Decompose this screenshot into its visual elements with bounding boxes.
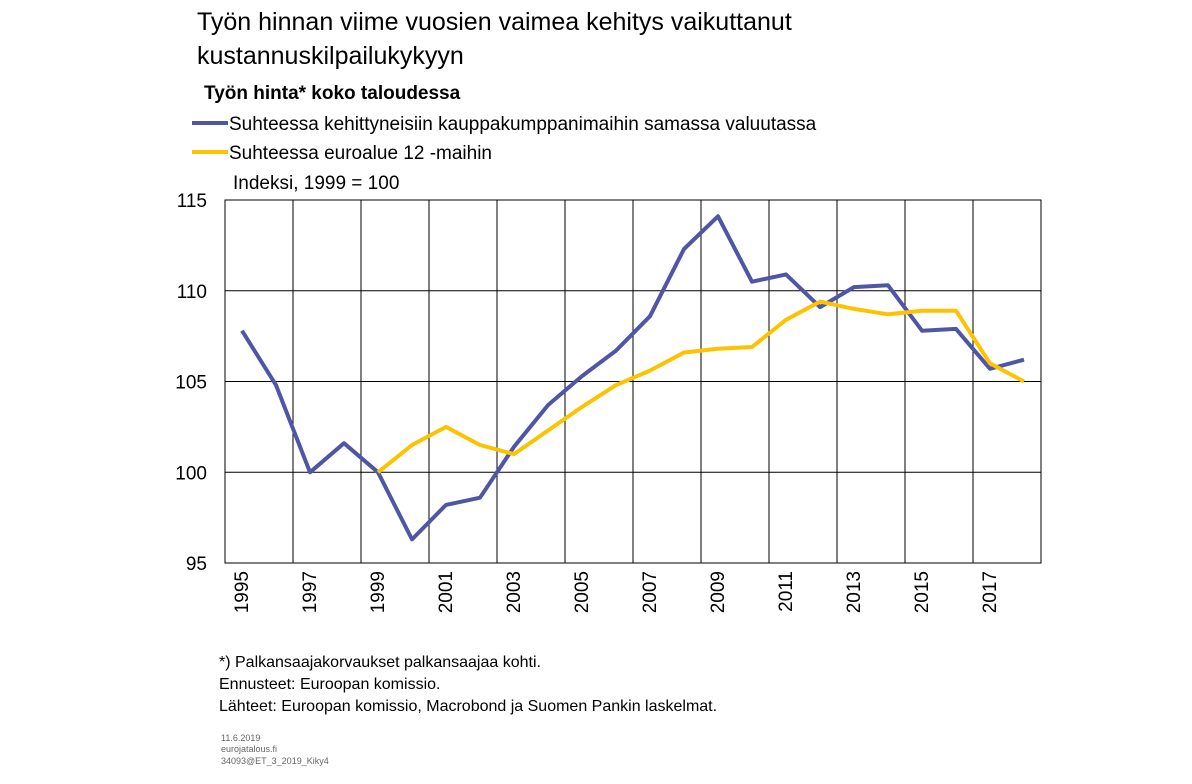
credit: 11.6.2019 — [221, 733, 260, 743]
y-tick-label: 110 — [177, 282, 207, 303]
y-axis-label: Indeksi, 1999 = 100 — [233, 173, 399, 194]
x-tick-label: 1995 — [232, 571, 253, 613]
note: *) Palkansaajakorvaukset palkansaajaa ko… — [219, 654, 541, 671]
note: Lähteet: Euroopan komissio, Macrobond ja… — [219, 698, 717, 715]
x-tick-label: 2011 — [776, 571, 797, 612]
legend-label: Suhteessa euroalue 12 -maihin — [229, 143, 492, 164]
series-line — [240, 214, 1025, 542]
x-tick-label: 1999 — [368, 571, 389, 613]
chart-title: Työn hinnan viime vuosien vaimea kehitys… — [197, 8, 792, 36]
x-tick-label: 2001 — [436, 571, 457, 613]
y-tick-label: 100 — [175, 463, 207, 484]
legend-label: Suhteessa kehittyneisiin kauppakumppanim… — [229, 114, 817, 135]
x-tick-label: 2003 — [504, 571, 525, 613]
y-tick-label: 105 — [175, 373, 207, 394]
credit: eurojatalous.fi — [221, 744, 277, 754]
x-tick-label: 2013 — [844, 571, 865, 613]
x-tick-label: 2017 — [980, 571, 1001, 613]
series-line — [376, 299, 1025, 474]
x-tick-label: 2015 — [912, 571, 933, 613]
x-tick-label: 2005 — [572, 571, 593, 613]
chart-title: kustannuskilpailukykyyn — [197, 42, 464, 70]
y-tick-label: 115 — [177, 191, 207, 212]
chart-subtitle: Työn hinta* koko taloudessa — [204, 83, 461, 104]
x-tick-label: 1997 — [300, 571, 321, 613]
note: Ennusteet: Euroopan komissio. — [219, 676, 440, 693]
x-tick-label: 2009 — [708, 571, 729, 613]
x-tick-label: 2007 — [640, 571, 661, 613]
y-tick-label: 95 — [186, 554, 207, 575]
credit: 34093@ET_3_2019_Kiky4 — [221, 756, 329, 766]
